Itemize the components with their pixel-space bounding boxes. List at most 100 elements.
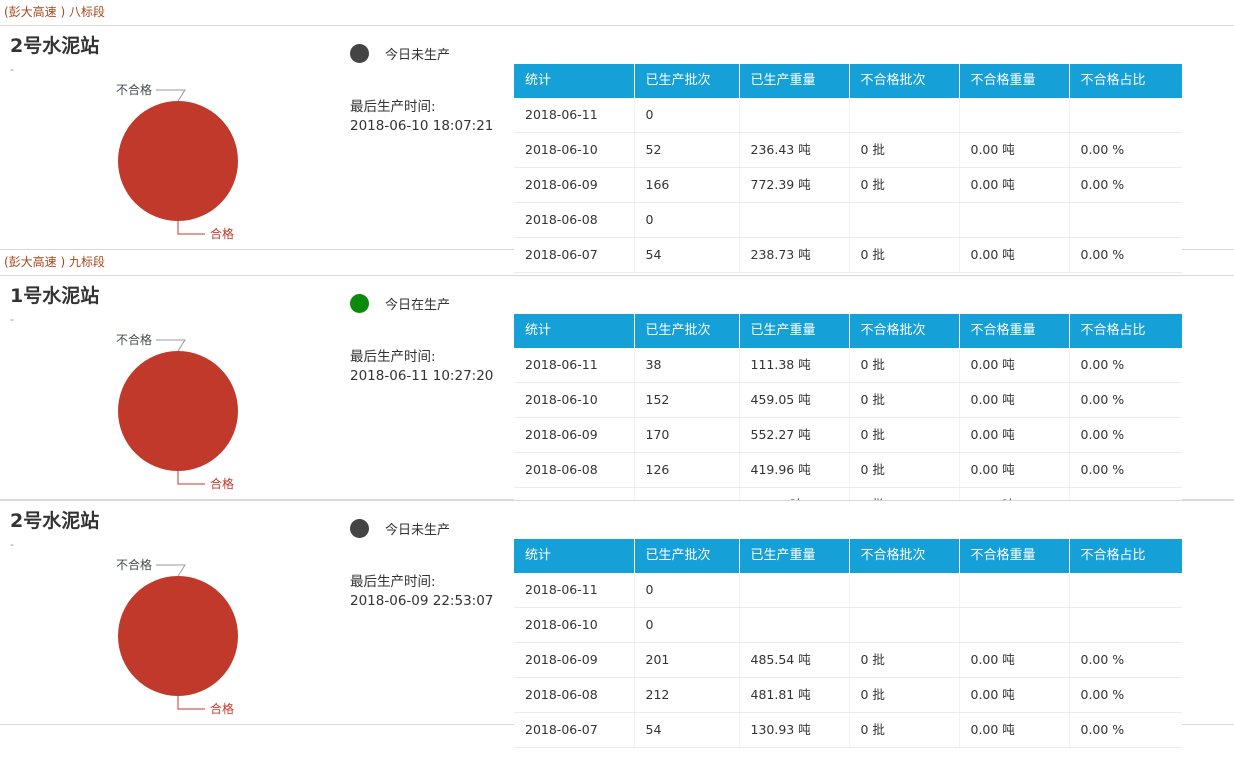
column-header-bad_ratio[interactable]: 不合格占比	[1069, 314, 1182, 348]
cell-date: 2018-06-11	[514, 98, 635, 133]
station-subtitle: -	[10, 62, 14, 76]
pie-slice-qualified[interactable]	[118, 351, 238, 471]
column-header-bad_weight[interactable]: 不合格重量	[959, 64, 1070, 98]
pie-slice-qualified[interactable]	[118, 576, 238, 696]
cell-bad_ratio: 0.00 %	[1069, 382, 1182, 418]
table-row[interactable]: 2018-06-11 0	[514, 98, 1182, 133]
column-header-weight[interactable]: 已生产重量	[739, 539, 850, 573]
column-header-date[interactable]: 统计	[514, 314, 635, 348]
cell-bad_ratio: 0.00 %	[1069, 417, 1182, 453]
section-header-title: (彭大高速 ) 九标段	[4, 255, 105, 269]
pie-leader-line-unqualified	[156, 564, 186, 577]
column-header-bad_batches[interactable]: 不合格批次	[849, 64, 960, 98]
table-header-row: 统计 已生产批次 已生产重量 不合格批次 不合格重量 不合格占比	[514, 64, 1182, 98]
cell-weight	[739, 202, 850, 238]
pie-label-unqualified: 不合格	[116, 557, 152, 572]
qualification-pie-chart[interactable]: 不合格 合格	[60, 543, 330, 718]
last-production-label: 最后生产时间:	[350, 574, 436, 590]
pie-slice-qualified[interactable]	[118, 101, 238, 221]
cell-bad_weight: 0.00 吨	[959, 167, 1070, 203]
pie-leader-line-qualified	[177, 471, 205, 485]
cell-date: 2018-06-07	[514, 237, 635, 273]
cell-date: 2018-06-09	[514, 167, 635, 203]
cell-bad_weight	[959, 607, 1070, 643]
column-header-bad_weight[interactable]: 不合格重量	[959, 314, 1070, 348]
cell-bad_batches: 0 批	[849, 712, 960, 748]
cell-date: 2018-06-08	[514, 202, 635, 238]
cell-date: 2018-06-07	[514, 712, 635, 748]
station-title-block: 2号水泥站 -	[10, 34, 310, 76]
cell-bad_weight	[959, 573, 1070, 608]
statistics-table: 统计 已生产批次 已生产重量 不合格批次 不合格重量 不合格占比 2018-06-11 0 2…	[514, 539, 1182, 748]
cell-date: 2018-06-11	[514, 348, 635, 383]
cell-bad_weight: 0.00 吨	[959, 417, 1070, 453]
qualification-pie-chart[interactable]: 不合格 合格	[60, 318, 330, 493]
statistics-table: 统计 已生产批次 已生产重量 不合格批次 不合格重量 不合格占比 2018-06-11 38…	[514, 314, 1182, 523]
column-header-bad_ratio[interactable]: 不合格占比	[1069, 64, 1182, 98]
cell-batches: 54	[634, 712, 740, 748]
cell-bad_batches	[849, 98, 960, 133]
station-name: 2号水泥站	[10, 35, 100, 57]
table-row[interactable]: 2018-06-11 0	[514, 573, 1182, 608]
cell-bad_batches	[849, 607, 960, 643]
cell-batches: 126	[634, 452, 740, 488]
cell-bad_ratio: 0.00 %	[1069, 167, 1182, 203]
cell-bad_batches: 0 批	[849, 237, 960, 273]
cell-bad_weight: 0.00 吨	[959, 712, 1070, 748]
column-header-weight[interactable]: 已生产重量	[739, 314, 850, 348]
cell-bad_ratio: 0.00 %	[1069, 642, 1182, 678]
station-panel[interactable]: 1号水泥站 - 不合格 合格 今日在生产	[0, 275, 1234, 523]
status-column: 今日未生产 最后生产时间: 2018-06-10 18:07:21	[350, 36, 500, 136]
cell-bad_weight: 0.00 吨	[959, 677, 1070, 713]
column-header-batches[interactable]: 已生产批次	[634, 314, 740, 348]
column-header-date[interactable]: 统计	[514, 539, 635, 573]
station-panel[interactable]: 2号水泥站 - 不合格 合格 今日未生产	[0, 25, 1234, 273]
station-panel[interactable]: 2号水泥站 - 不合格 合格 今日未生产	[0, 500, 1234, 748]
table-row[interactable]: 2018-06-10 0	[514, 607, 1182, 643]
last-production-block: 最后生产时间: 2018-06-11 10:27:20	[350, 348, 500, 386]
cell-bad_weight	[959, 98, 1070, 133]
cell-batches: 0	[634, 98, 740, 133]
cell-batches: 52	[634, 132, 740, 168]
cell-batches: 212	[634, 677, 740, 713]
column-header-batches[interactable]: 已生产批次	[634, 64, 740, 98]
last-production-label: 最后生产时间:	[350, 99, 436, 115]
cell-bad_batches: 0 批	[849, 452, 960, 488]
table-row[interactable]: 2018-06-08 0	[514, 202, 1182, 238]
cell-weight	[739, 573, 850, 608]
column-header-bad_batches[interactable]: 不合格批次	[849, 314, 960, 348]
cell-weight: 236.43 吨	[739, 132, 850, 168]
cell-bad_ratio	[1069, 573, 1182, 608]
status-column: 今日未生产 最后生产时间: 2018-06-09 22:53:07	[350, 511, 500, 611]
cell-bad_ratio: 0.00 %	[1069, 677, 1182, 713]
column-header-date[interactable]: 统计	[514, 64, 635, 98]
station-title-block: 2号水泥站 -	[10, 509, 310, 551]
cell-batches: 54	[634, 237, 740, 273]
status-column: 今日在生产 最后生产时间: 2018-06-11 10:27:20	[350, 286, 500, 386]
column-header-batches[interactable]: 已生产批次	[634, 539, 740, 573]
cell-date: 2018-06-09	[514, 642, 635, 678]
sections-container: (彭大高速 ) 八标段 2号水泥站 - 不合格 合格	[0, 5, 1234, 748]
cell-bad_batches: 0 批	[849, 417, 960, 453]
qualification-pie-chart[interactable]: 不合格 合格	[60, 68, 330, 243]
column-header-bad_ratio[interactable]: 不合格占比	[1069, 539, 1182, 573]
last-production-time: 2018-06-11 10:27:20	[350, 368, 494, 384]
column-header-bad_batches[interactable]: 不合格批次	[849, 539, 960, 573]
column-header-bad_weight[interactable]: 不合格重量	[959, 539, 1070, 573]
table-header-row: 统计 已生产批次 已生产重量 不合格批次 不合格重量 不合格占比	[514, 539, 1182, 573]
production-status-row: 今日在生产	[350, 292, 500, 314]
column-header-weight[interactable]: 已生产重量	[739, 64, 850, 98]
cell-bad_weight: 0.00 吨	[959, 348, 1070, 383]
cell-batches: 170	[634, 417, 740, 453]
